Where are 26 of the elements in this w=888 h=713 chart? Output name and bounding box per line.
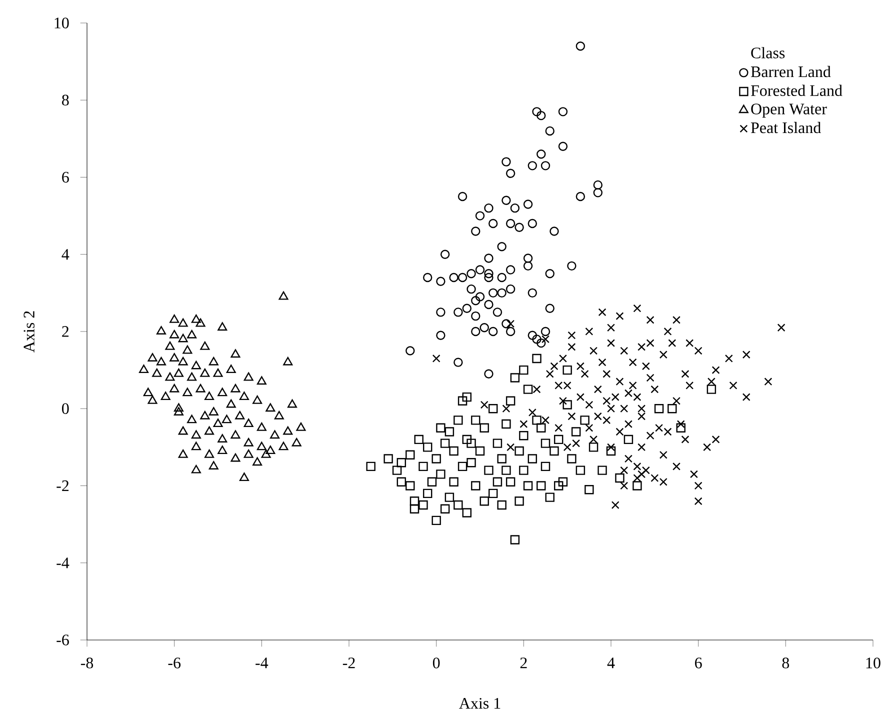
y-tick-label: 10 (54, 18, 69, 28)
legend-label: Peat Island (750, 122, 821, 134)
y-tick-label: 4 (62, 249, 70, 260)
y-tick-label: -6 (56, 634, 69, 646)
x-tick-label: 2 (520, 658, 527, 668)
x-tick-label: 8 (782, 658, 790, 668)
legend-label: Open Water (751, 104, 827, 118)
y-tick-label: 2 (62, 326, 69, 337)
x-axis-title: Axis 1 (459, 698, 500, 709)
x-tick-label: 0 (432, 658, 440, 668)
x-tick-label: 6 (695, 658, 702, 668)
x-tick-label: -6 (168, 658, 181, 668)
legend-title: Class (751, 47, 785, 58)
y-tick-label: 8 (62, 94, 69, 106)
y-tick-label: 6 (62, 172, 69, 183)
y-tick-label: 0 (62, 403, 69, 414)
x-tick-label: 10 (866, 658, 880, 668)
y-tick-label: -2 (56, 480, 69, 492)
legend-label: Forested Land (750, 84, 842, 96)
legend-label: Barren Land (750, 66, 831, 78)
x-tick-label: -4 (256, 658, 268, 668)
x-tick-label: -8 (80, 658, 94, 668)
y-tick-label: -4 (56, 558, 70, 568)
y-axis-title: Axis 2 (24, 311, 34, 352)
x-tick-label: -2 (342, 658, 355, 668)
x-tick-label: 4 (607, 658, 615, 668)
